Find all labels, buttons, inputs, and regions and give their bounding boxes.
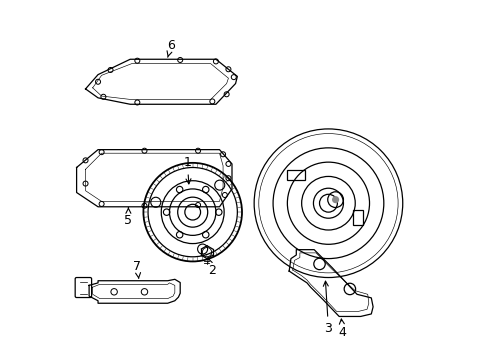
Text: 7: 7 — [133, 260, 141, 279]
Circle shape — [331, 196, 339, 203]
Text: 2: 2 — [207, 258, 216, 276]
Text: 6: 6 — [167, 39, 175, 57]
Text: 1: 1 — [183, 156, 191, 184]
Text: 5: 5 — [124, 208, 132, 226]
Text: 4: 4 — [338, 319, 346, 339]
Text: 3: 3 — [323, 281, 332, 335]
